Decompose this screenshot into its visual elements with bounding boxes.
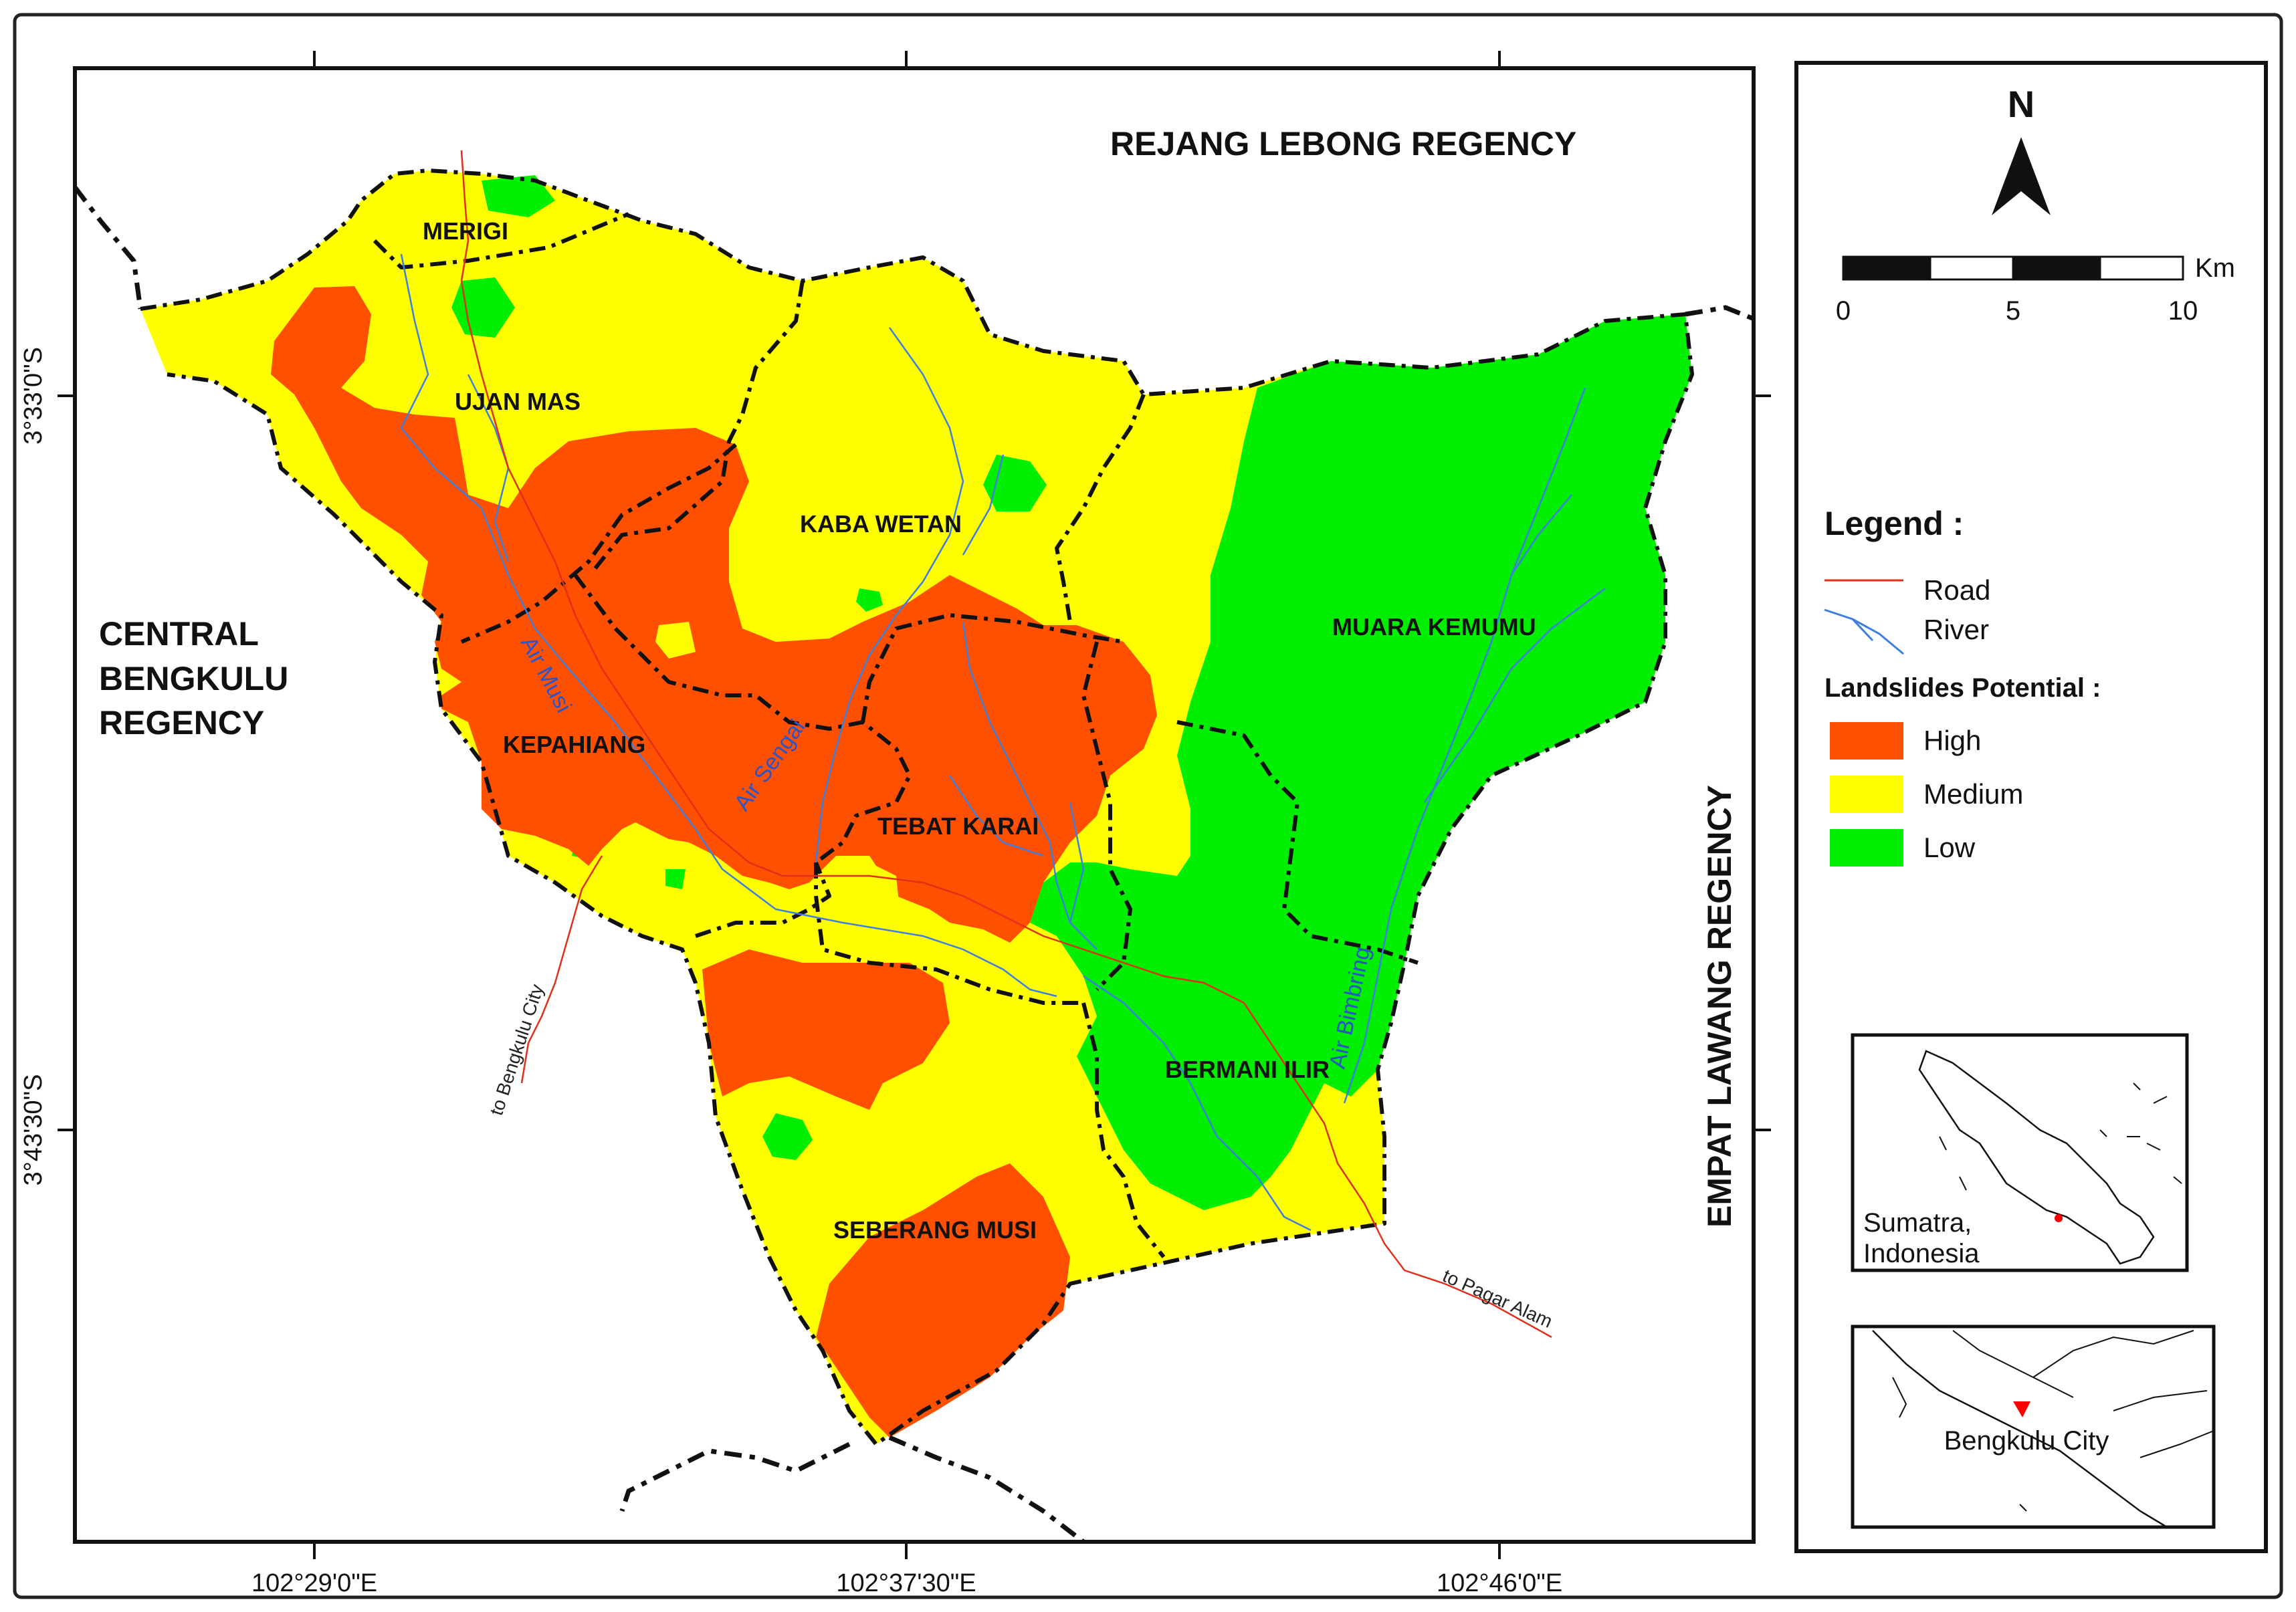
scale-unit: Km (2195, 253, 2235, 283)
scale-tick-5: 5 (2006, 296, 2020, 326)
scale-bar (1842, 255, 2184, 281)
sumatra-outline (1918, 1050, 2155, 1265)
bengkulu-outline (1872, 1330, 2168, 1528)
high-area-seberang (816, 1163, 1070, 1437)
low-spot (482, 175, 555, 217)
scale-tick-0: 0 (1836, 296, 1851, 326)
road-label-pagar-alam: to Pagar Alam (1440, 1265, 1556, 1332)
river-label: River (1923, 614, 1989, 645)
district-label-bermani-ilir: BERMANI ILIR (1165, 1056, 1330, 1083)
district-label-muara-kemumu: MUARA KEMUMU (1332, 613, 1536, 641)
neighbor-west-3: REGENCY (99, 704, 264, 741)
sumatra-location-dot (2055, 1214, 2063, 1222)
class-label-high: High (1923, 725, 1981, 756)
inset1-label-1: Sumatra, (1863, 1208, 1972, 1238)
map-frame (73, 66, 1756, 1544)
grid-ticks (58, 51, 1771, 1559)
lat-label-1: 3°33'0"S (19, 347, 47, 445)
medium-hole (655, 622, 696, 659)
road-label: Road (1923, 574, 1990, 606)
roads (460, 150, 1552, 1339)
low-spot (451, 277, 515, 338)
map-panel: MERIGI UJAN MAS KABA WETAN MUARA KEMUMU … (19, 51, 1771, 1597)
district-label-kepahiang: KEPAHIANG (503, 731, 645, 758)
road-label-bengkulu: to Bengkulu City (486, 982, 547, 1117)
rivers (400, 253, 1606, 1232)
legend-title: Legend : (1824, 505, 1964, 542)
swatch-medium (1830, 776, 1903, 813)
north-label: N (2008, 83, 2034, 125)
potential-title: Landslides Potential : (1824, 673, 2101, 703)
bengkulu-borders (1892, 1330, 2214, 1512)
legend-panel: N Km 0 5 10 Legend : Road River Landslid… (1794, 61, 2268, 1553)
district-label-tebat-karai: TEBAT KARAI (877, 812, 1039, 840)
inset1-label-2: Indonesia (1863, 1239, 1980, 1268)
neighbor-east: EMPAT LAWANG REGENCY (1701, 785, 1738, 1228)
medium-hole (816, 862, 900, 949)
neighbor-north: REJANG LEBONG REGENCY (1110, 125, 1576, 162)
north-arrow-icon (1992, 137, 2051, 215)
high-area-central (271, 286, 1157, 943)
river-swatch (1824, 608, 1904, 655)
inset2-label: Bengkulu City (1944, 1426, 2109, 1456)
scale-tick-10: 10 (2168, 296, 2198, 326)
low-spot (762, 1113, 813, 1160)
bengkulu-location-icon (2013, 1401, 2030, 1417)
lon-label-2: 102°37'30"E (836, 1569, 976, 1597)
outer-frame (13, 13, 2283, 1599)
high-spot (702, 438, 719, 455)
low-spot (856, 588, 883, 612)
district-label-kaba-wetan: KABA WETAN (800, 510, 962, 538)
neighbor-west-1: CENTRAL (99, 615, 259, 653)
class-label-low: Low (1923, 832, 1976, 863)
high-area-south (702, 949, 950, 1110)
lat-label-2: 3°43'30"S (19, 1074, 47, 1186)
inset-bengkulu: Bengkulu City (1851, 1325, 2216, 1529)
swatch-high (1830, 722, 1903, 760)
inset-sumatra: Sumatra, Indonesia (1851, 1033, 2189, 1272)
regency-boundaries (75, 185, 1754, 1542)
district-label-merigi: MERIGI (423, 217, 508, 245)
neighbor-west-2: BENGKULU (99, 660, 288, 697)
sumatra-islands (1939, 1082, 2182, 1191)
district-label-seberang-musi: SEBERANG MUSI (833, 1216, 1037, 1244)
low-spot (665, 869, 686, 889)
swatch-low (1830, 829, 1903, 867)
district-label-ujan-mas: UJAN MAS (455, 388, 581, 415)
lon-label-1: 102°29'0"E (251, 1569, 377, 1597)
district-boundaries (140, 168, 1694, 1446)
class-label-medium: Medium (1923, 778, 2023, 810)
lon-label-3: 102°46'0"E (1437, 1569, 1562, 1597)
